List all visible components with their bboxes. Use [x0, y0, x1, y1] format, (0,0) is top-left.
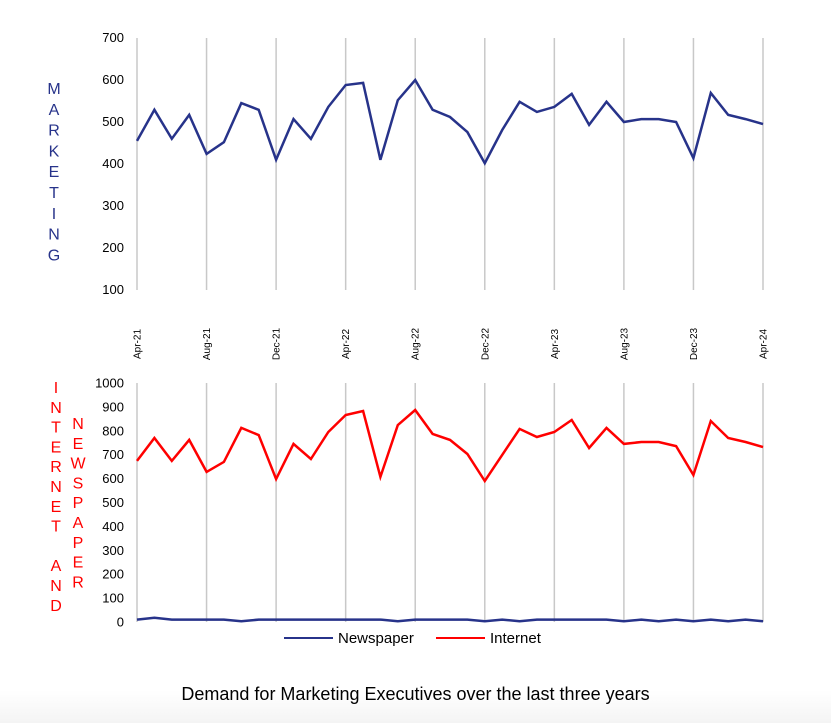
bottom-y-tick-label: 900: [102, 399, 124, 414]
y-label-letter: T: [49, 185, 59, 202]
series-line-internet: [136, 408, 764, 484]
chart-title: Demand for Marketing Executives over the…: [181, 684, 650, 704]
top-y-tick-label: 600: [102, 72, 124, 87]
top-chart-series: [135, 77, 764, 166]
x-tick-label: Apr-22: [341, 329, 352, 359]
bottom-y-tick-label: 600: [102, 471, 124, 486]
x-tick-label: Apr-23: [550, 329, 561, 359]
bottom-chart-series: [136, 408, 764, 623]
y-label-letter: E: [51, 439, 62, 456]
top-y-tick-label: 500: [102, 114, 124, 129]
x-tick-label: Aug-21: [202, 327, 213, 360]
y-label-letter: A: [73, 515, 84, 532]
y-label-letter: N: [50, 479, 62, 496]
y-label-letter: P: [73, 495, 84, 512]
top-chart-y-ticks: 700 600 500 400 300 200 100: [102, 30, 124, 297]
y-label-letter: I: [52, 206, 56, 223]
x-tick-label: Aug-23: [619, 327, 630, 360]
y-label-letter: E: [73, 436, 84, 453]
bottom-y-tick-label: 700: [102, 447, 124, 462]
y-label-letter: S: [73, 475, 84, 492]
y-label-letter: T: [51, 519, 61, 536]
y-label-letter: E: [73, 555, 84, 572]
top-y-tick-label: 700: [102, 30, 124, 45]
legend-internet-label: Internet: [490, 630, 542, 647]
y-label-letter: A: [51, 558, 62, 575]
y-label-letter: E: [49, 164, 60, 181]
y-label-letter: R: [72, 574, 84, 591]
y-label-letter: N: [50, 578, 62, 595]
top-y-tick-label: 100: [102, 282, 124, 297]
bottom-y-tick-label: 100: [102, 591, 124, 606]
y-label-letter: K: [49, 143, 60, 160]
series-line-marketing: [135, 77, 764, 166]
chart-canvas: 700 600 500 400 300 200 100 Apr-21 Aug-21 Dec-21…: [47, 30, 770, 647]
y-label-letter: A: [49, 102, 60, 119]
y-label-letter: I: [54, 380, 58, 397]
y-label-letter: R: [48, 123, 60, 140]
x-tick-label: Aug-22: [411, 327, 422, 360]
y-label-letter: R: [50, 459, 62, 476]
x-tick-label: Dec-21: [272, 327, 283, 360]
y-label-letter: M: [47, 81, 60, 98]
series-line-newspaper: [136, 616, 764, 623]
y-label-letter: N: [50, 400, 62, 417]
bottom-y-tick-label: 200: [102, 567, 124, 582]
y-label-letter: E: [51, 499, 62, 516]
legend-newspaper-label: Newspaper: [338, 630, 414, 647]
x-tick-label: Dec-22: [480, 327, 491, 360]
top-y-tick-label: 200: [102, 240, 124, 255]
y-label-letter: W: [70, 456, 86, 473]
top-y-tick-label: 400: [102, 156, 124, 171]
bottom-y-tick-label: 0: [117, 615, 124, 630]
y-label-letter: N: [48, 227, 60, 244]
bottom-y-tick-label: 400: [102, 519, 124, 534]
bottom-chart-gridlines: [136, 383, 764, 622]
top-chart-gridlines: [136, 38, 764, 290]
y-label-letter: N: [72, 416, 84, 433]
x-tick-label: Apr-21: [133, 329, 144, 359]
footer-background: [0, 690, 831, 723]
bottom-y-tick-label: 800: [102, 423, 124, 438]
bottom-y-tick-label: 300: [102, 543, 124, 558]
bottom-y-tick-label: 1000: [95, 376, 124, 391]
legend: Newspaper Internet: [284, 630, 542, 647]
y-label-letter: G: [48, 247, 60, 264]
y-label-letter: P: [73, 535, 84, 552]
y-label-letter: D: [50, 598, 62, 615]
y-label-letter: T: [51, 420, 61, 437]
x-tick-label: Apr-24: [759, 329, 770, 359]
top-chart-x-ticks: Apr-21 Aug-21 Dec-21 Apr-22 Aug-22 Dec-22 Apr-…: [133, 327, 770, 360]
top-y-tick-label: 300: [102, 198, 124, 213]
x-tick-label: Dec-23: [689, 327, 700, 360]
bottom-y-tick-label: 500: [102, 495, 124, 510]
